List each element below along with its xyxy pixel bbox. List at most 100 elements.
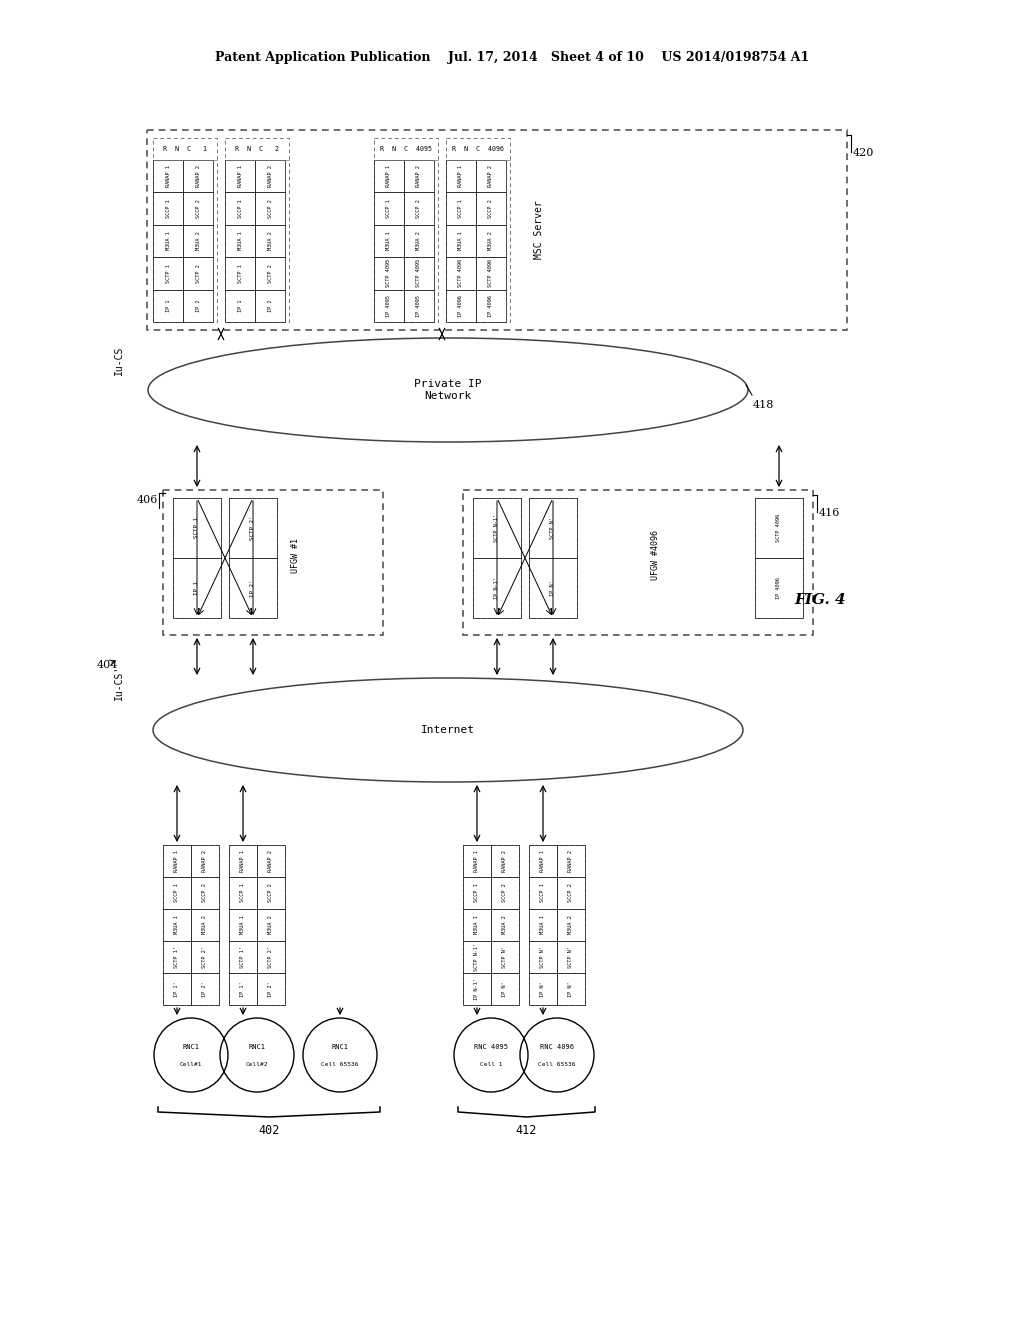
Bar: [225, 289, 255, 322]
Text: RANAP 1: RANAP 1: [166, 165, 171, 187]
Ellipse shape: [153, 678, 743, 781]
Text: RANAP 2: RANAP 2: [503, 850, 508, 873]
Text: IP N': IP N': [551, 581, 555, 595]
Ellipse shape: [148, 338, 748, 442]
Text: RANAP 1: RANAP 1: [174, 850, 179, 873]
Text: IP 2: IP 2: [267, 300, 272, 312]
Text: RANAP 2: RANAP 2: [417, 165, 422, 187]
Text: IP 4095: IP 4095: [386, 294, 391, 317]
Bar: [229, 845, 285, 1005]
Text: IP N': IP N': [568, 981, 573, 997]
Bar: [257, 973, 285, 1005]
Text: SCTP 4096: SCTP 4096: [776, 513, 781, 543]
Text: SCTP 4096: SCTP 4096: [488, 259, 494, 288]
Bar: [257, 909, 285, 941]
Text: SCTP 1: SCTP 1: [195, 517, 200, 539]
Bar: [463, 973, 490, 1005]
Bar: [755, 498, 803, 618]
Text: SCTP 1': SCTP 1': [241, 946, 246, 968]
Bar: [446, 289, 476, 322]
Bar: [225, 193, 255, 224]
Text: SCCP 2: SCCP 2: [503, 883, 508, 903]
Bar: [255, 257, 285, 289]
Text: RANAP 1: RANAP 1: [541, 850, 546, 873]
Text: SCTP 4095: SCTP 4095: [417, 259, 422, 288]
Text: SCCP 1: SCCP 1: [238, 199, 243, 218]
Text: 416: 416: [819, 508, 841, 517]
Bar: [473, 558, 521, 618]
Bar: [225, 160, 255, 193]
Text: RNC1: RNC1: [249, 1044, 265, 1049]
Text: RNC 4095: RNC 4095: [474, 1044, 508, 1049]
Text: Private IP
Network: Private IP Network: [415, 379, 481, 401]
Bar: [229, 558, 278, 618]
Bar: [153, 257, 183, 289]
Bar: [476, 257, 506, 289]
Text: Cell#2: Cell#2: [246, 1061, 268, 1067]
Bar: [476, 160, 506, 193]
Text: IP 4096: IP 4096: [488, 294, 494, 317]
Bar: [490, 909, 519, 941]
Bar: [229, 941, 257, 973]
Bar: [446, 160, 476, 193]
Text: SCTP 2': SCTP 2': [203, 946, 208, 968]
Text: R  N  C   1: R N C 1: [163, 147, 207, 152]
Bar: [191, 909, 219, 941]
Bar: [153, 224, 183, 257]
Text: M3UA 1: M3UA 1: [541, 916, 546, 935]
Bar: [229, 909, 257, 941]
Text: IP N-1': IP N-1': [495, 577, 500, 599]
Text: M3UA 2: M3UA 2: [568, 916, 573, 935]
Text: IP 1: IP 1: [195, 581, 200, 595]
Text: M3UA 1: M3UA 1: [474, 916, 479, 935]
Bar: [557, 973, 585, 1005]
Bar: [755, 558, 803, 618]
Text: IP 1: IP 1: [166, 300, 171, 312]
Text: RANAP 2: RANAP 2: [568, 850, 573, 873]
Bar: [529, 498, 577, 558]
Bar: [147, 129, 847, 330]
Bar: [257, 941, 285, 973]
Text: SCTP 1: SCTP 1: [238, 264, 243, 282]
Bar: [255, 224, 285, 257]
Text: SCCP 1: SCCP 1: [241, 883, 246, 903]
Bar: [404, 193, 434, 224]
Bar: [529, 558, 577, 618]
Bar: [463, 845, 519, 1005]
Text: SCCP 2: SCCP 2: [417, 199, 422, 218]
Bar: [463, 941, 490, 973]
Bar: [229, 498, 278, 618]
Text: Internet: Internet: [421, 725, 475, 735]
Bar: [225, 224, 255, 257]
Text: IP 1': IP 1': [241, 981, 246, 997]
Text: SCTP 2': SCTP 2': [268, 946, 273, 968]
Bar: [173, 498, 221, 618]
Bar: [463, 490, 813, 635]
Bar: [163, 909, 191, 941]
Text: SCTP 4096: SCTP 4096: [459, 259, 464, 288]
Bar: [490, 941, 519, 973]
Bar: [476, 224, 506, 257]
Text: 404: 404: [96, 660, 118, 671]
Bar: [374, 289, 404, 322]
Text: Patent Application Publication    Jul. 17, 2014   Sheet 4 of 10    US 2014/01987: Patent Application Publication Jul. 17, …: [215, 51, 809, 65]
Bar: [173, 498, 221, 558]
Text: M3UA 2: M3UA 2: [268, 916, 273, 935]
Text: RANAP 1: RANAP 1: [238, 165, 243, 187]
Text: R  N  C  4096: R N C 4096: [452, 147, 504, 152]
Text: M3UA 1: M3UA 1: [238, 231, 243, 251]
Text: SCTP 2: SCTP 2: [196, 264, 201, 282]
Bar: [529, 909, 557, 941]
Text: M3UA 2: M3UA 2: [417, 231, 422, 251]
Bar: [473, 498, 521, 618]
Text: SCTP 2': SCTP 2': [251, 516, 256, 540]
Text: RANAP 2: RANAP 2: [268, 850, 273, 873]
Text: RANAP 1: RANAP 1: [386, 165, 391, 187]
Bar: [183, 160, 213, 193]
Text: Cell 65536: Cell 65536: [322, 1061, 358, 1067]
Bar: [374, 160, 404, 193]
Bar: [476, 289, 506, 322]
Text: R  N  C  4095: R N C 4095: [380, 147, 432, 152]
Bar: [529, 845, 585, 1005]
Text: Cell#1: Cell#1: [180, 1061, 203, 1067]
